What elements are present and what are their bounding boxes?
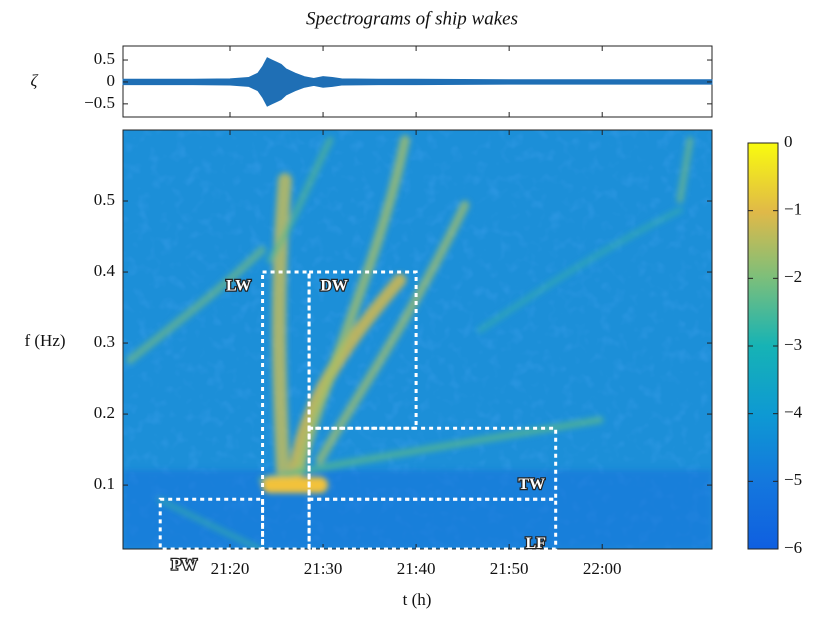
region-label: LF (525, 535, 546, 552)
y-tick-label: 0.4 (94, 261, 116, 280)
region-label: TW (518, 476, 545, 493)
y-tick-label: 0.3 (94, 332, 115, 351)
trace-y-label: ζ (31, 71, 39, 90)
chart-title: Spectrograms of ship wakes (306, 8, 518, 29)
y-axis-label: f (Hz) (24, 331, 65, 350)
region-box (261, 270, 311, 551)
colorbar-tick-label: −2 (784, 267, 802, 286)
region-label: DW (320, 278, 348, 295)
region-box (307, 497, 558, 551)
x-tick-label: 22:00 (583, 559, 622, 578)
colorbar-tick-label: −5 (784, 470, 802, 489)
x-tick-label: 21:20 (211, 559, 250, 578)
x-tick-label: 21:40 (397, 559, 436, 578)
trace-y-tick-label: −0.5 (84, 93, 115, 112)
x-tick-label: 21:30 (304, 559, 343, 578)
colorbar-tick-label: 0 (784, 132, 793, 151)
region-box (158, 497, 265, 551)
region-label: LW (226, 278, 251, 295)
x-axis-label: t (h) (403, 590, 432, 609)
colorbar-tick-label: −1 (784, 200, 802, 219)
colorbar-tick-label: −6 (784, 538, 802, 557)
y-tick-label: 0.2 (94, 403, 115, 422)
colorbar-tick-label: −4 (784, 403, 803, 422)
region-box (307, 270, 418, 430)
trace-envelope (122, 57, 713, 107)
colorbar-tick-label: −3 (784, 335, 802, 354)
y-tick-label: 0.5 (94, 190, 115, 209)
y-tick-label: 0.1 (94, 474, 115, 493)
trace-y-tick-label: 0.5 (94, 49, 115, 68)
x-tick-label: 21:50 (490, 559, 529, 578)
spectrogram-image (123, 130, 712, 549)
region-label: PW (171, 557, 197, 574)
trace-y-tick-label: 0 (107, 71, 116, 90)
